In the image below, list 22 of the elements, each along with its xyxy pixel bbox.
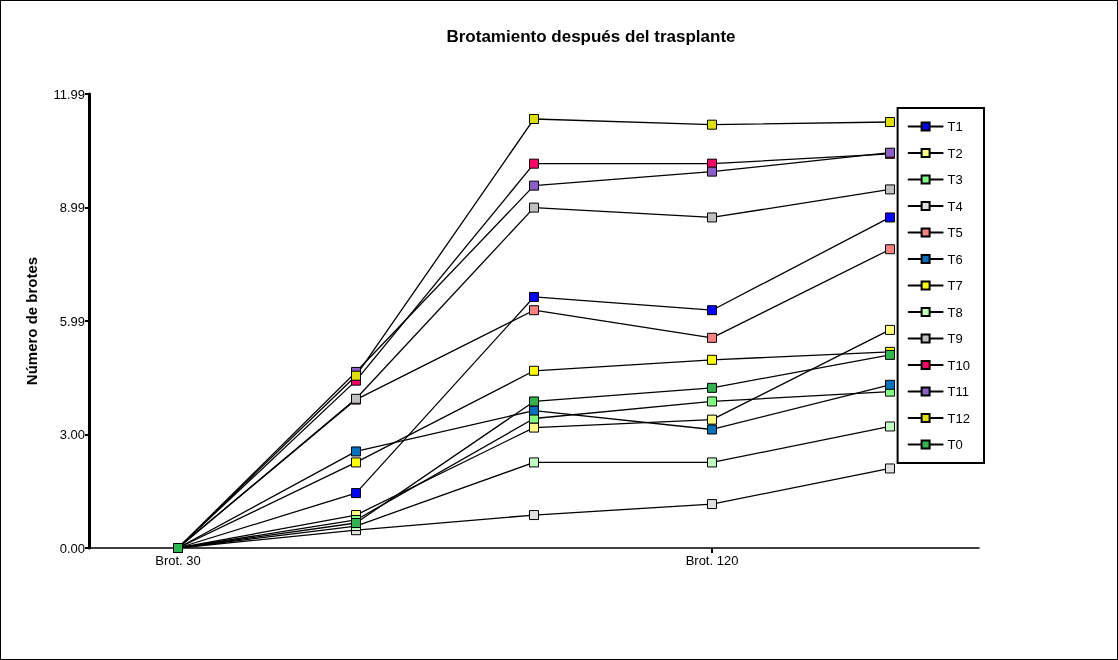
y-tick-label: 0.00 [59, 540, 85, 556]
legend-label: T3 [947, 172, 963, 187]
y-tick-label: 8.99 [59, 200, 85, 216]
legend-label: T2 [947, 145, 963, 161]
legend-label: T0 [947, 437, 963, 452]
legend-label: T11 [947, 384, 970, 399]
legend-label: T6 [947, 251, 963, 267]
legend-label: T12 [947, 410, 971, 426]
legend-label: T10 [947, 357, 971, 373]
legend-label: T1 [947, 119, 963, 134]
y-tick-label: 11.99 [53, 86, 85, 102]
y-tick-label: 5.99 [59, 313, 85, 329]
legend-label: T9 [947, 331, 963, 346]
y-tick-label: 3.00 [59, 426, 85, 442]
chart-title: Brotamiento después del trasplante [446, 27, 736, 46]
y-axis-title: Número de brotes [23, 256, 40, 386]
legend-label: T5 [947, 225, 963, 240]
x-tick-label: Brot. 30 [155, 553, 201, 568]
legend-label: T4 [947, 198, 963, 214]
x-tick-label: Brot. 120 [685, 553, 739, 568]
legend-label: T7 [947, 278, 963, 293]
legend-label: T8 [947, 304, 963, 320]
